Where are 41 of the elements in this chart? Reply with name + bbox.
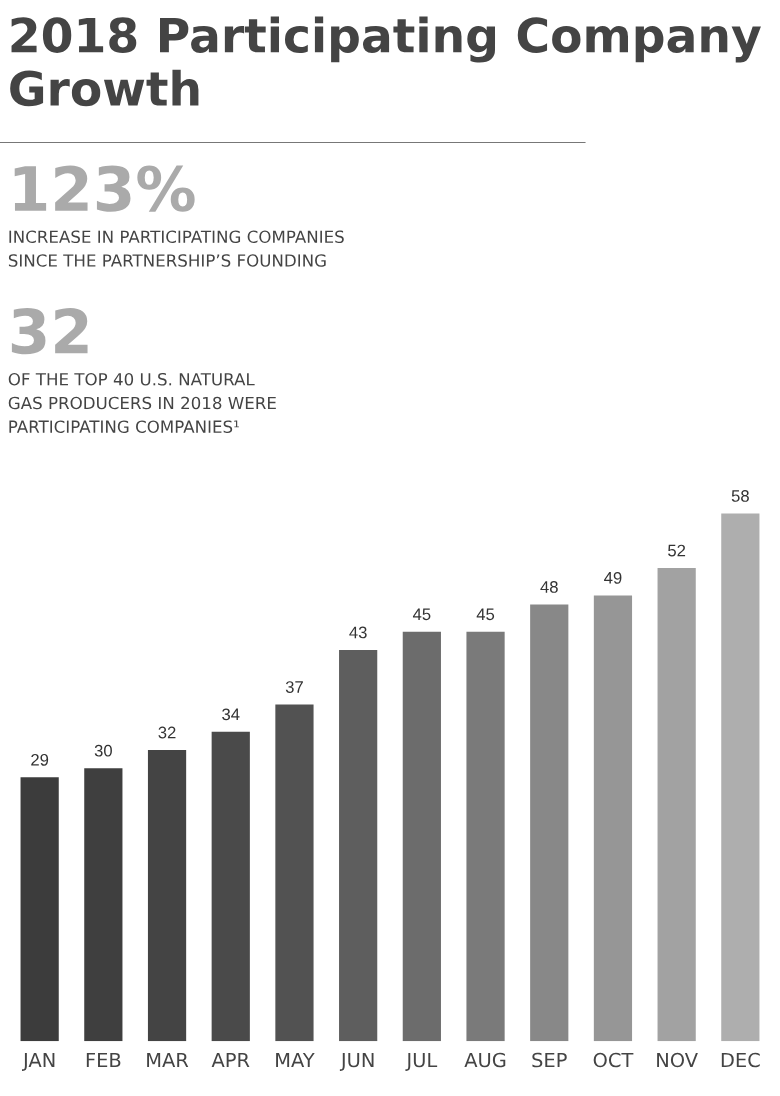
x-tick-label: JUL [405, 1052, 438, 1071]
x-tick-label: JUN [339, 1052, 374, 1071]
x-tick-label: MAR [147, 1052, 189, 1068]
data-label: 49 [604, 571, 622, 584]
x-tick-label: AUG [464, 1052, 506, 1068]
bar [147, 750, 187, 1042]
data-label: 43 [349, 626, 367, 639]
bar [339, 649, 378, 1042]
chart-title: 2018 Participating Company Growth [10, 16, 761, 107]
data-label: 58 [731, 490, 749, 502]
text: 32 [11, 307, 88, 355]
data-label: 29 [31, 753, 49, 766]
x-tick-label: JAN [22, 1052, 55, 1071]
bar [275, 704, 314, 1042]
bar [657, 568, 696, 1042]
text: 123% [14, 165, 195, 212]
data-label: 52 [668, 544, 686, 557]
text: OF THE TOP 40 U.S. NATURAL GAS PRODUCERS IN 2018 WERE PARTICIPATING COMPANIES¹ [8, 372, 276, 433]
data-label: 48 [540, 581, 558, 593]
bar [466, 631, 505, 1042]
x-tick-label: FEB [86, 1052, 121, 1068]
data-label: 30 [94, 744, 112, 757]
x-tick-label: NOV [657, 1052, 698, 1068]
x-tick-label: SEP [532, 1052, 567, 1068]
x-tick-label: MAY [276, 1052, 315, 1068]
x-tick-label: APR [211, 1052, 250, 1068]
bar [721, 513, 760, 1042]
x-tick-label: DEC [721, 1052, 760, 1068]
bar [402, 631, 441, 1042]
x-tick-label: OCT [593, 1052, 634, 1068]
data-label: 37 [285, 681, 303, 693]
data-label: 45 [476, 608, 495, 621]
data-label: 45 [412, 608, 431, 621]
bar [20, 777, 59, 1042]
bar [593, 595, 633, 1042]
data-label: 34 [222, 708, 240, 721]
bar [211, 731, 250, 1042]
data-label: 32 [158, 726, 176, 739]
text: INCREASE IN PARTICIPATING COMPANIES SINCE THE PARTNERSHIP’S FOUNDING [8, 230, 344, 267]
bar [84, 768, 123, 1042]
bar [530, 604, 569, 1042]
